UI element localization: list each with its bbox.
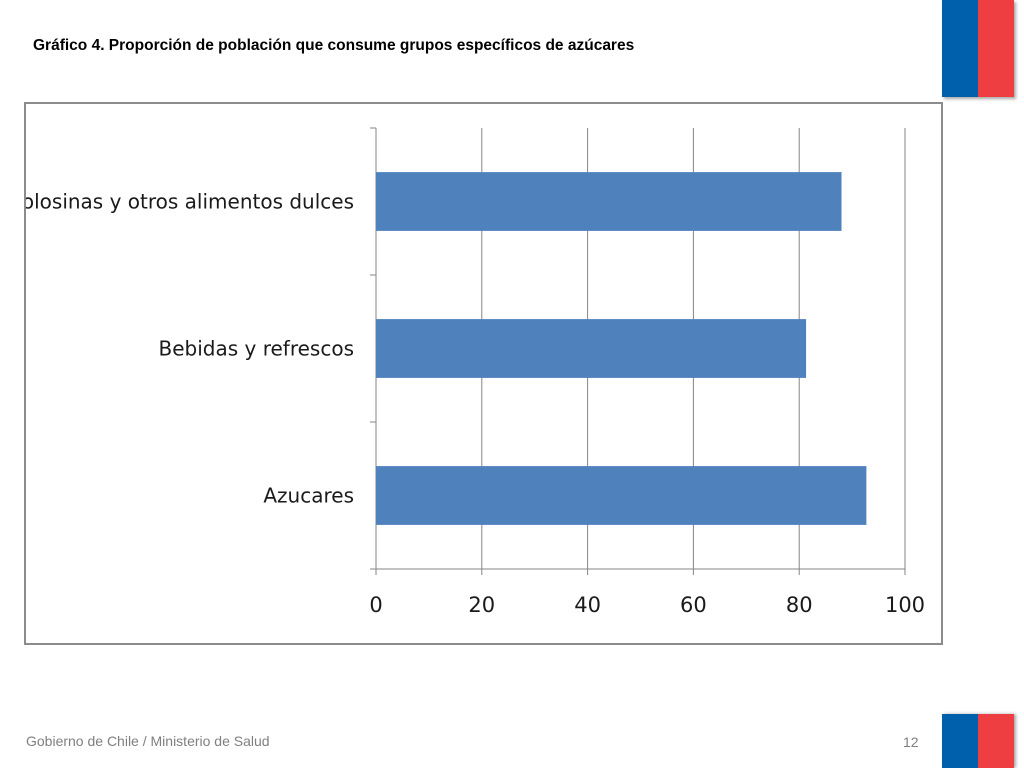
flag-red-stripe [978,0,1014,97]
x-tick-label: 80 [786,593,813,617]
bar-chart: 0 20 40 60 80 100 Golosinas y otros alimentos … [26,127,925,617]
flag-blue-stripe [942,0,978,97]
bar [376,319,807,378]
bar [376,466,867,525]
x-tick-label: 0 [369,593,382,617]
flag-blue-stripe [942,714,978,768]
page-number: 12 [903,734,919,750]
category-label: Golosinas y otros alimentos dulces [26,190,354,214]
slide-title: Gráfico 4. Proporción de población que c… [33,37,635,54]
chart-frame: 0 20 40 60 80 100 Golosinas y otros alimentos … [24,102,943,645]
x-tick-label: 100 [885,593,925,617]
category-label: Azucares [263,484,354,508]
flag-red-stripe [978,714,1014,768]
chile-flag-logo-top [942,0,1014,97]
chile-flag-logo-bottom [942,714,1014,768]
x-tick-label: 60 [680,593,707,617]
x-tick-label: 20 [468,593,495,617]
footer-text: Gobierno de Chile / Ministerio de Salud [26,733,270,749]
x-tick-label: 40 [574,593,601,617]
bar [376,172,842,231]
category-label: Bebidas y refrescos [159,337,355,361]
